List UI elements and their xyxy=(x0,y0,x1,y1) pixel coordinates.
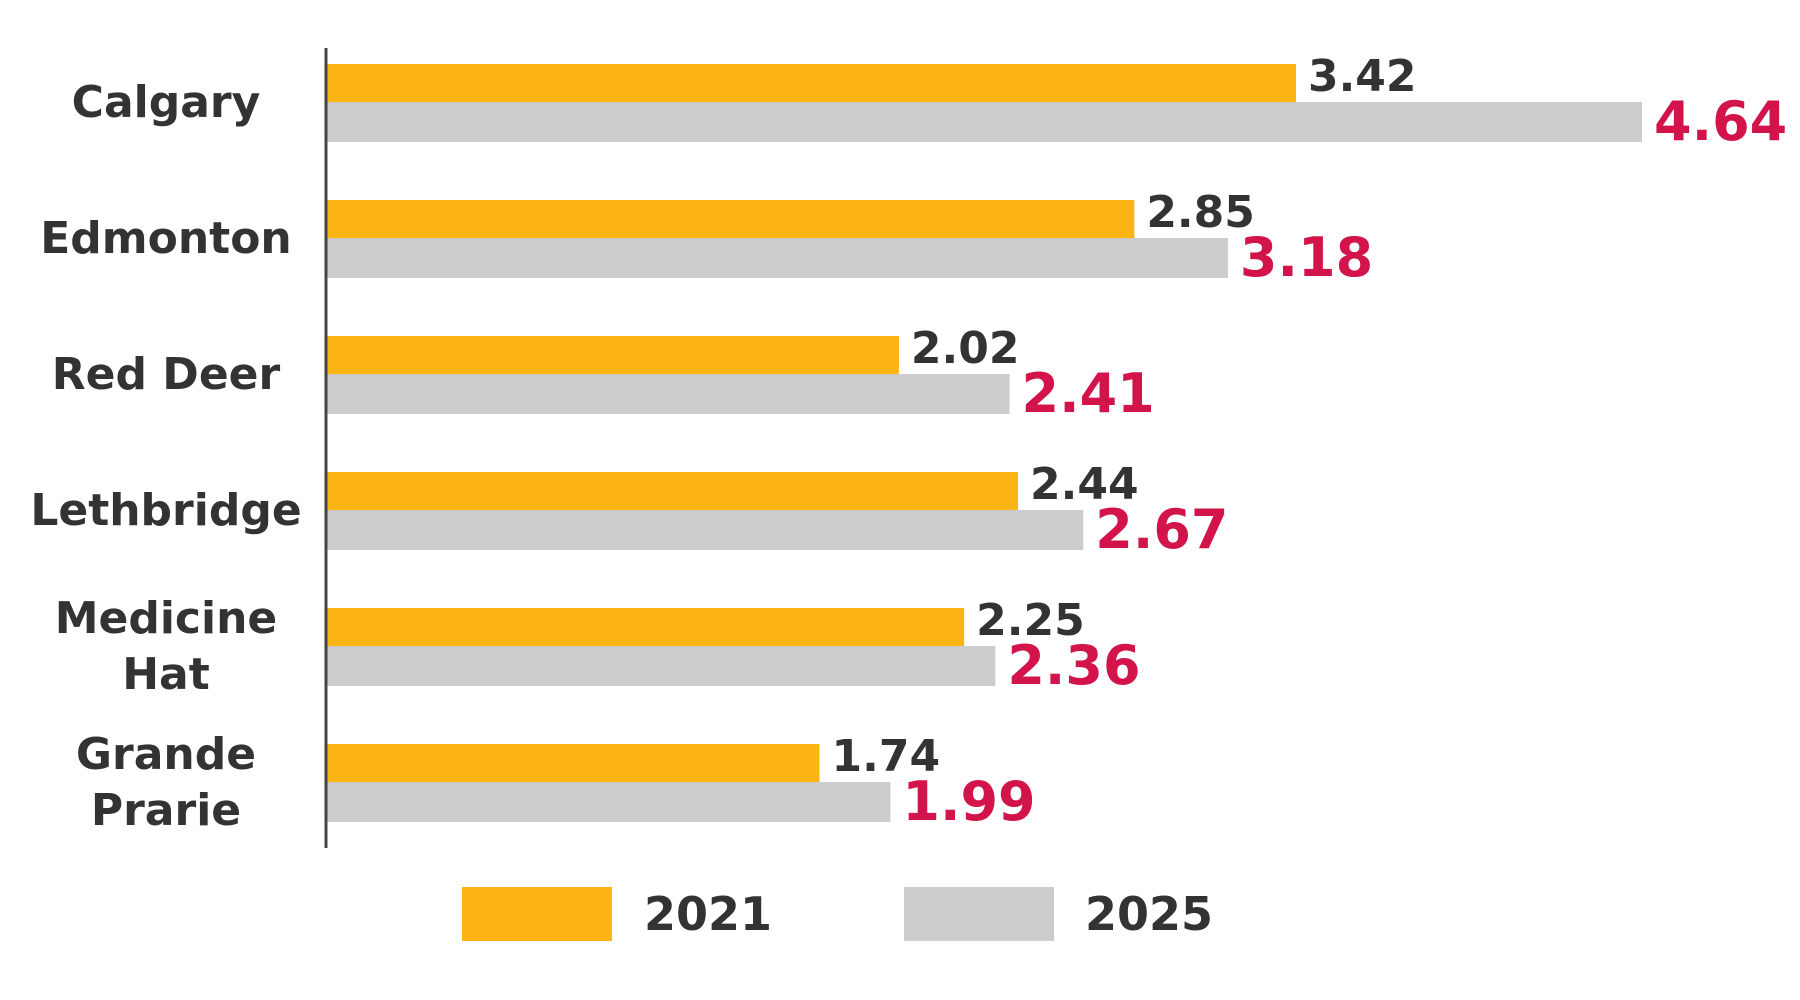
value-label-2021-2: 2.02 xyxy=(911,323,1020,374)
value-label-2025-2: 2.41 xyxy=(1022,362,1155,425)
value-label-2025-4: 2.36 xyxy=(1007,634,1140,697)
category-label-line: Calgary xyxy=(72,77,261,128)
value-label-2025-0: 4.64 xyxy=(1654,90,1787,153)
category-labels-group: Calgary Edmonton Red Deer Lethbridge Medicin… xyxy=(30,77,301,836)
bar-2025-0 xyxy=(326,102,1642,142)
bar-2021-1 xyxy=(326,200,1135,238)
category-label-3: Lethbridge xyxy=(30,485,301,536)
value-label-2025-5: 1.99 xyxy=(902,770,1035,833)
legend-label-2021: 2021 xyxy=(644,887,772,941)
category-label-0: Calgary xyxy=(72,77,261,128)
category-label-line: Red Deer xyxy=(52,349,281,400)
value-label-2021-5: 1.74 xyxy=(832,731,941,782)
bar-2021-2 xyxy=(326,336,899,374)
legend-label-2025: 2025 xyxy=(1085,887,1213,941)
bar-2021-4 xyxy=(326,608,965,646)
category-label-4: Medicine Hat xyxy=(55,593,278,700)
category-label-line: Hat xyxy=(122,649,210,700)
legend: 2021 2025 xyxy=(462,887,1213,941)
value-label-2021-0: 3.42 xyxy=(1308,51,1417,102)
bar-2021-5 xyxy=(326,744,820,782)
category-label-line: Edmonton xyxy=(40,213,292,264)
value-label-2021-1: 2.85 xyxy=(1146,187,1255,238)
category-label-2: Red Deer xyxy=(52,349,281,400)
category-label-line: Lethbridge xyxy=(30,485,301,536)
bar-2025-3 xyxy=(326,510,1084,550)
value-label-2021-4: 2.25 xyxy=(976,595,1085,646)
bars-group: 3.42 4.64 2.853.18 2.022.41 2.442.672.252.36… xyxy=(326,51,1787,833)
bar-2025-4 xyxy=(326,646,996,686)
value-label-2021-3: 2.44 xyxy=(1030,459,1139,510)
bar-2021-0 xyxy=(326,64,1296,102)
category-label-1: Edmonton xyxy=(40,213,292,264)
bar-2021-3 xyxy=(326,472,1019,510)
category-label-line: Medicine xyxy=(55,593,278,644)
value-label-2025-1: 3.18 xyxy=(1240,226,1373,289)
bar-2025-5 xyxy=(326,782,891,822)
legend-swatch-2025 xyxy=(904,887,1054,941)
bar-2025-2 xyxy=(326,374,1010,414)
category-label-5: Grande Prarie xyxy=(76,729,256,836)
value-label-2025-3: 2.67 xyxy=(1095,498,1228,561)
category-label-line: Grande xyxy=(76,729,256,780)
legend-swatch-2021 xyxy=(462,887,612,941)
category-label-line: Prarie xyxy=(91,785,241,836)
bar-2025-1 xyxy=(326,238,1228,278)
